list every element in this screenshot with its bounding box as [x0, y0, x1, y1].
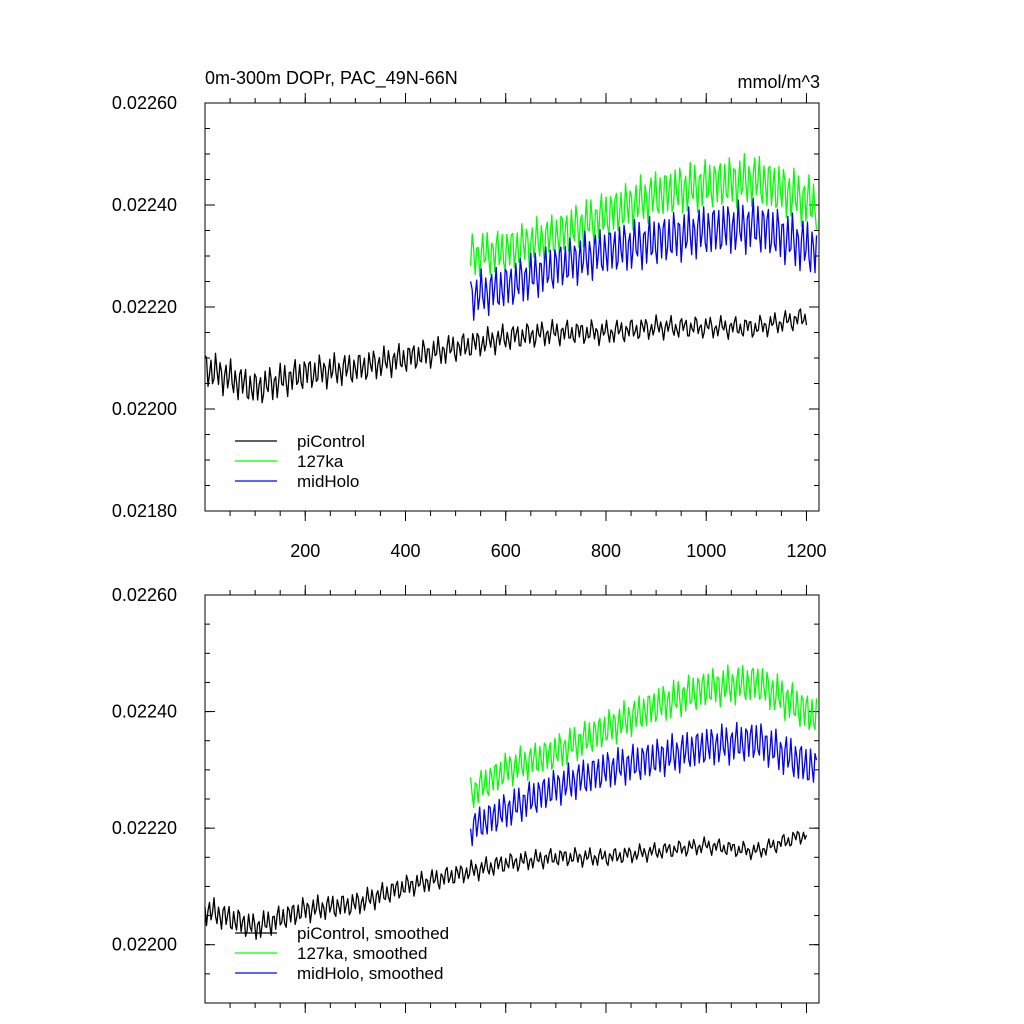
y-tick-label: 0.02200 [112, 399, 177, 419]
bottom-panel-x-axis [229, 585, 807, 1013]
bottom-panel-y-axis: 0.02200 0.02220 0.02240 0.02260 [112, 585, 819, 1004]
series-line-picontrol [204, 308, 808, 404]
top-panel-y-axis: 0.02180 0.02200 0.02220 0.02240 0.02260 [112, 93, 819, 521]
legend-label: piControl [297, 432, 365, 451]
y-tick-label: 0.02220 [112, 818, 177, 838]
y-tick-label: 0.02240 [112, 702, 177, 722]
x-tick-label: 1200 [786, 541, 826, 561]
top-panel-frame [204, 102, 820, 512]
top-panel-plot-area [204, 152, 818, 404]
bottom-panel-plot-area [204, 664, 818, 940]
x-tick-label: 200 [290, 541, 320, 561]
x-tick-label: 800 [591, 541, 621, 561]
legend-label: midHolo, smoothed [297, 964, 443, 983]
legend-label: midHolo [297, 472, 359, 491]
legend-label: 127ka [297, 452, 344, 471]
x-tick-label: 600 [491, 541, 521, 561]
bottom-panel: 0.02200 0.02220 0.02240 0.02260 piControl, … [112, 585, 820, 1013]
y-tick-label: 0.02240 [112, 195, 177, 215]
series-line-midholo [469, 198, 818, 321]
top-panel-x-axis: 200 400 600 800 1000 1200 [229, 93, 826, 561]
legend-label: 127ka, smoothed [297, 944, 427, 963]
y-tick-label: 0.02220 [112, 297, 177, 317]
y-tick-label: 0.02200 [112, 935, 177, 955]
y-tick-label: 0.02260 [112, 585, 177, 605]
series-line-midholo-smoothed [469, 721, 818, 847]
bottom-panel-frame [204, 594, 820, 1004]
series-line-127ka [469, 152, 818, 278]
x-tick-label: 1000 [686, 541, 726, 561]
series-line-picontrol-smoothed [204, 830, 808, 940]
y-tick-label: 0.02260 [112, 93, 177, 113]
y-tick-label: 0.02180 [112, 501, 177, 521]
legend-label: piControl, smoothed [297, 924, 449, 943]
top-panel-title: 0m-300m DOPr, PAC_49N-66N [205, 68, 458, 89]
series-line-127ka-smoothed [469, 664, 818, 809]
x-tick-label: 400 [390, 541, 420, 561]
top-panel-units: mmol/m^3 [738, 72, 820, 92]
top-panel: 0m-300m DOPr, PAC_49N-66N mmol/m^3 0.021… [112, 68, 827, 561]
